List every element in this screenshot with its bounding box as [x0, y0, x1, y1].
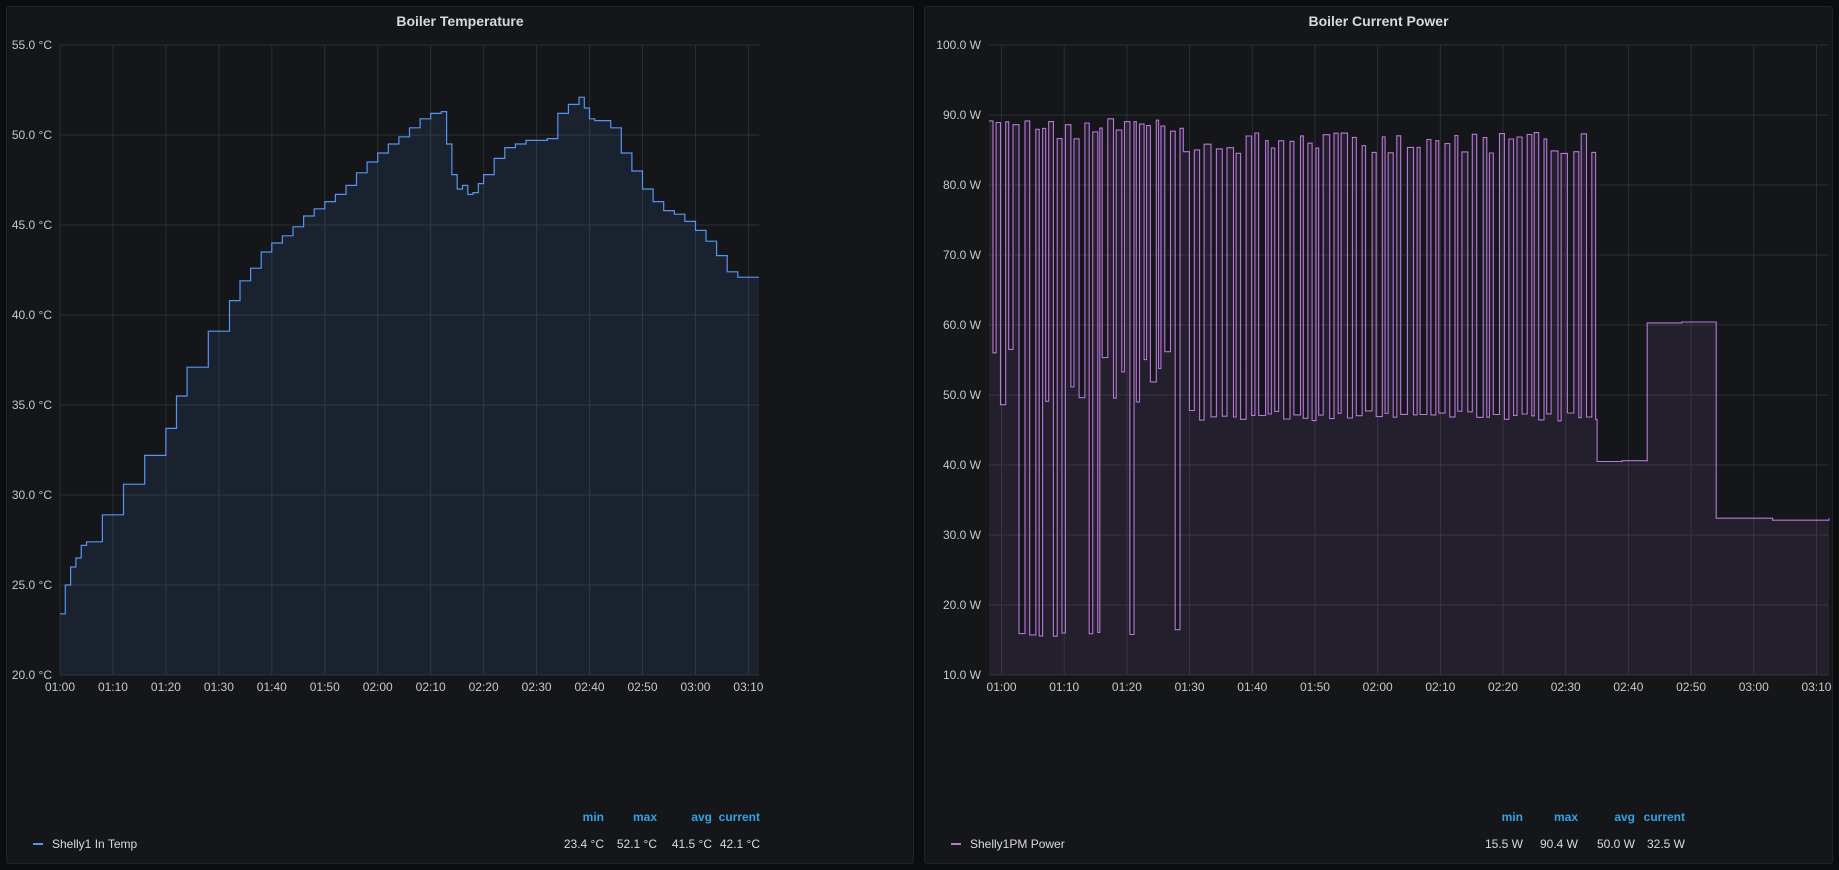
x-tick-label: 01:30 [204, 680, 234, 694]
y-tick-label: 30.0 °C [12, 488, 52, 502]
x-tick-label: 02:30 [1551, 680, 1581, 694]
x-tick-label: 03:10 [1801, 680, 1831, 694]
legend-value-max: 52.1 °C [616, 837, 657, 851]
series-line-shelly1pm-power[interactable] [989, 118, 1830, 637]
x-tick-label: 02:10 [1425, 680, 1455, 694]
legend-header-max: max [1553, 810, 1578, 824]
y-tick-label: 10.0 W [943, 668, 982, 682]
panel-title[interactable]: Boiler Temperature [396, 13, 524, 29]
x-tick-label: 01:20 [151, 680, 181, 694]
legend-header-min: min [582, 810, 604, 824]
x-tick-label: 02:00 [1363, 680, 1393, 694]
series-area-shelly1-in-temp [60, 97, 759, 675]
y-tick-label: 80.0 W [943, 178, 982, 192]
boiler-temperature-panel: Boiler Temperature 20.0 °C 25.0 °C 30.0 °C… [6, 6, 914, 864]
series-area-shelly1pm-power [989, 118, 1829, 676]
x-tick-label: 01:10 [98, 680, 128, 694]
y-tick-label: 40.0 W [943, 458, 982, 472]
legend-swatch-icon [951, 843, 961, 845]
y-tick-label: 60.0 W [943, 318, 982, 332]
legend-value-current: 32.5 W [1646, 837, 1685, 851]
power-chart: 10.0 W 20.0 W 30.0 W 40.0 W 50.0 W 60.0 W 70.0… [936, 38, 1832, 694]
x-tick-label: 03:00 [680, 680, 710, 694]
legend-value-avg: 41.5 °C [671, 837, 712, 851]
legend-value-max: 90.4 W [1539, 837, 1578, 851]
y-tick-label: 20.0 °C [12, 668, 52, 682]
legend-value-current: 42.1 °C [719, 837, 760, 851]
x-tick-label: 02:40 [575, 680, 605, 694]
temperature-chart: 20.0 °C 25.0 °C 30.0 °C 35.0 °C 40.0 °C 45.0 … [12, 38, 764, 694]
y-tick-label: 40.0 °C [12, 308, 52, 322]
legend-header-avg: avg [691, 810, 712, 824]
y-tick-label: 35.0 °C [12, 398, 52, 412]
x-tick-label: 02:10 [416, 680, 446, 694]
x-tick-label: 01:00 [987, 680, 1017, 694]
y-tick-label: 55.0 °C [12, 38, 52, 52]
y-tick-label: 50.0 °C [12, 128, 52, 142]
y-tick-label: 25.0 °C [12, 578, 52, 592]
y-tick-label: 70.0 W [943, 248, 982, 262]
x-tick-label: 01:10 [1049, 680, 1079, 694]
legend-header-current: current [1643, 810, 1685, 824]
legend-value-avg: 50.0 W [1596, 837, 1635, 851]
y-tick-label: 100.0 W [936, 38, 981, 52]
legend-series-item[interactable]: Shelly1 In Temp [33, 837, 137, 851]
x-tick-label: 02:50 [1676, 680, 1706, 694]
x-tick-label: 01:20 [1112, 680, 1142, 694]
boiler-current-power-panel: Boiler Current Power 10.0 W 20.0 W 30.0 W 4… [924, 6, 1833, 864]
x-tick-label: 01:00 [45, 680, 75, 694]
y-tick-label: 20.0 W [943, 598, 982, 612]
x-tick-label: 02:40 [1613, 680, 1643, 694]
temperature-legend: min max avg current Shelly1 In Temp 23.4… [7, 743, 913, 863]
power-legend: min max avg current Shelly1PM Power 15.5… [925, 743, 1832, 863]
x-tick-label: 02:30 [522, 680, 552, 694]
legend-header-min: min [1501, 810, 1523, 824]
x-tick-label: 01:50 [310, 680, 340, 694]
x-tick-label: 02:50 [627, 680, 657, 694]
y-tick-label: 30.0 W [943, 528, 982, 542]
y-tick-label: 90.0 W [943, 108, 982, 122]
x-tick-label: 01:40 [257, 680, 287, 694]
legend-series-item[interactable]: Shelly1PM Power [951, 837, 1065, 851]
x-tick-label: 03:10 [733, 680, 763, 694]
legend-header-avg: avg [1614, 810, 1635, 824]
y-tick-label: 50.0 W [943, 388, 982, 402]
legend-swatch-icon [33, 843, 43, 845]
series-line-shelly1-in-temp[interactable] [60, 96, 759, 615]
panel-title[interactable]: Boiler Current Power [1308, 13, 1449, 29]
x-tick-label: 03:00 [1739, 680, 1769, 694]
legend-header-current: current [718, 810, 760, 824]
legend-header-max: max [632, 810, 657, 824]
legend-value-min: 23.4 °C [563, 837, 604, 851]
legend-value-min: 15.5 W [1484, 837, 1523, 851]
x-tick-label: 02:20 [469, 680, 499, 694]
x-tick-label: 01:40 [1237, 680, 1267, 694]
x-tick-label: 02:00 [363, 680, 393, 694]
x-tick-label: 01:30 [1175, 680, 1205, 694]
legend-series-name: Shelly1PM Power [970, 837, 1065, 851]
y-tick-label: 45.0 °C [12, 218, 52, 232]
x-tick-label: 02:20 [1488, 680, 1518, 694]
x-tick-label: 01:50 [1300, 680, 1330, 694]
legend-series-name: Shelly1 In Temp [52, 837, 138, 851]
